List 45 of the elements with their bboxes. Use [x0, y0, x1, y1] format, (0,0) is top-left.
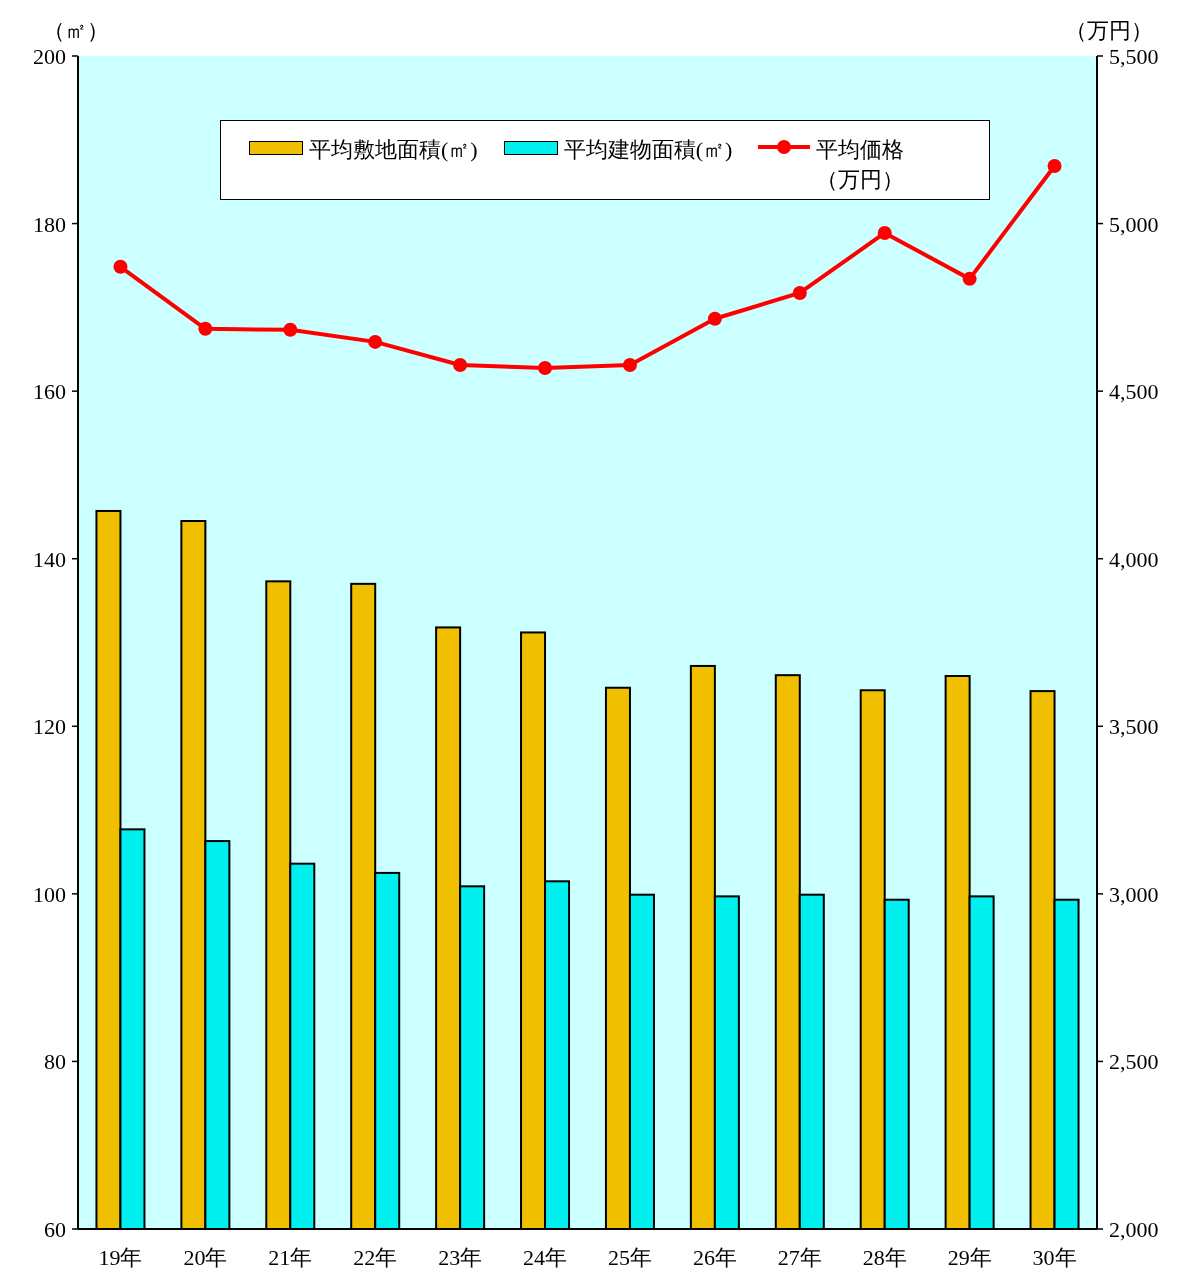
y2-tick-label: 4,500: [1109, 379, 1159, 405]
legend-label: 平均価格（万円）: [816, 136, 906, 194]
x-tick-label: 30年: [1032, 1245, 1077, 1270]
x-tick-label: 19年: [98, 1245, 143, 1270]
y-tick-label: 80: [44, 1049, 66, 1075]
x-tick-label: 22年: [353, 1245, 398, 1270]
point: [283, 322, 298, 337]
y-tick-label: 100: [33, 881, 66, 907]
x-tick-label: 20年: [183, 1245, 228, 1270]
legend-label: 平均建物面積(㎡): [563, 136, 733, 164]
y2-tick-label: 3,500: [1109, 714, 1159, 740]
x-tick-label: 27年: [777, 1245, 822, 1270]
y-tick-label: 180: [33, 211, 66, 237]
point: [792, 285, 807, 300]
point: [538, 361, 553, 376]
x-tick-label: 28年: [862, 1245, 907, 1270]
y2-tick-label: 5,500: [1109, 44, 1159, 69]
y-tick-label: 140: [33, 546, 66, 572]
point: [453, 358, 468, 372]
y2-axis-title: （万円）: [1065, 18, 1153, 43]
y2-tick-label: 2,500: [1109, 1049, 1159, 1075]
x-tick-label: 23年: [438, 1245, 483, 1270]
point: [877, 225, 892, 240]
y2-tick-label: 4,000: [1109, 546, 1159, 572]
x-tick-label: 21年: [268, 1245, 313, 1270]
x-tick-label: 26年: [692, 1245, 737, 1270]
x-tick-label: 24年: [523, 1245, 568, 1270]
point: [198, 321, 213, 336]
y-tick-label: 200: [33, 44, 66, 69]
y2-tick-label: 5,000: [1109, 211, 1159, 237]
point: [368, 334, 383, 349]
y-tick-label: 60: [44, 1217, 66, 1242]
y-tick-label: 120: [33, 714, 66, 740]
y2-tick-label: 2,000: [1109, 1217, 1159, 1242]
x-tick-label: 29年: [947, 1245, 992, 1270]
y-tick-label: 160: [33, 379, 66, 405]
y-axis-title: （㎡）: [43, 18, 109, 43]
point: [707, 311, 722, 326]
point: [622, 358, 637, 372]
point: [962, 271, 977, 286]
point: [1047, 158, 1062, 173]
x-tick-label: 25年: [607, 1245, 652, 1270]
y2-tick-label: 3,000: [1109, 881, 1159, 907]
legend-label: 平均敷地面積(㎡): [309, 136, 478, 164]
point: [113, 259, 128, 274]
